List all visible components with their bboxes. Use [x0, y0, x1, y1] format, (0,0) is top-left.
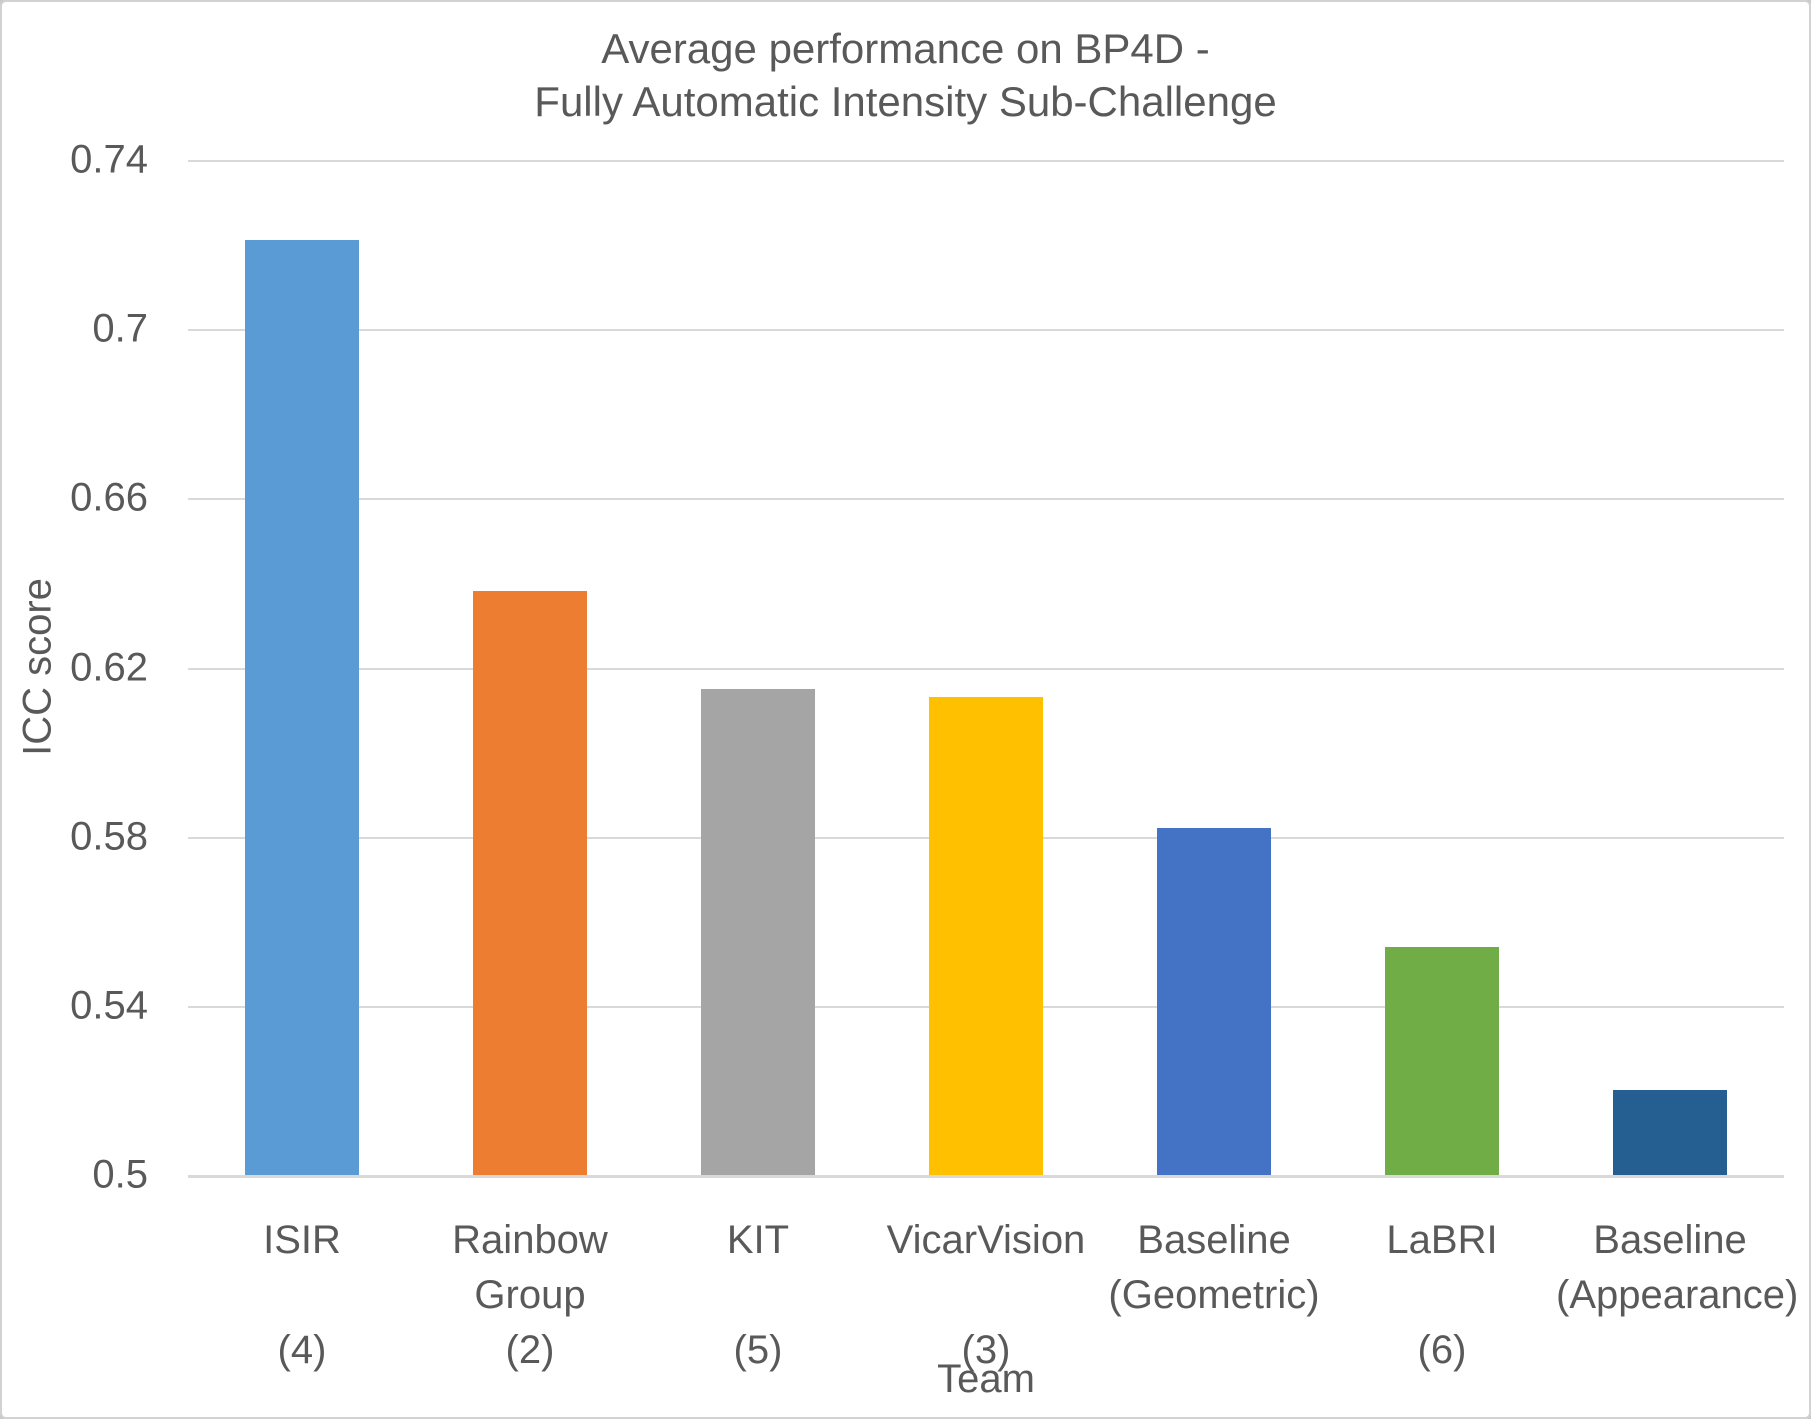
gridline-0.7	[188, 329, 1784, 332]
team-name-line: (Appearance)	[1556, 1273, 1799, 1317]
x-label-isir: ISIR (4)	[188, 1175, 416, 1378]
bar-kit	[701, 688, 815, 1175]
bar-labri	[1385, 946, 1499, 1175]
team-name-line: ISIR	[263, 1218, 341, 1262]
team-name-line: (Geometric)	[1108, 1273, 1320, 1317]
team-name: Baseline (Geometric)	[1100, 1213, 1328, 1323]
team-name: KIT	[644, 1213, 872, 1323]
team-name-line: Rainbow	[452, 1218, 608, 1262]
team-name-line: VicarVision	[886, 1218, 1086, 1262]
gridline-0.66	[188, 498, 1784, 501]
chart-title-line-1: Average performance on BP4D -	[601, 25, 1210, 72]
x-label-vicarvision: VicarVision (3)	[872, 1175, 1100, 1378]
chart-title: Average performance on BP4D - Fully Auto…	[2, 22, 1809, 128]
chart-title-line-2: Fully Automatic Intensity Sub-Challenge	[534, 78, 1277, 125]
y-tick-label-0.54: 0.54	[70, 983, 148, 1028]
team-name: VicarVision	[872, 1213, 1100, 1323]
team-rank: (5)	[733, 1328, 783, 1372]
team-name: Rainbow Group	[416, 1213, 644, 1323]
bar-isir	[245, 240, 359, 1175]
team-rank: (2)	[505, 1328, 555, 1372]
team-name-line: KIT	[726, 1218, 790, 1262]
plot-area	[188, 160, 1784, 1178]
x-label-labri: LaBRI (6)	[1328, 1175, 1556, 1378]
team-rank: (6)	[1417, 1328, 1467, 1372]
gridline-0.62	[188, 667, 1784, 670]
y-axis-title: ICC score	[15, 578, 60, 756]
x-label-baseline-(geometric): Baseline (Geometric)	[1100, 1175, 1328, 1378]
team-rank: (3)	[961, 1328, 1011, 1372]
team-name: ISIR	[188, 1213, 416, 1323]
y-tick-label-0.62: 0.62	[70, 645, 148, 689]
team-name: Baseline (Appearance)	[1556, 1213, 1799, 1323]
y-tick-label-0.7: 0.7	[92, 306, 148, 351]
x-label-rainbow-group: Rainbow Group (2)	[416, 1175, 644, 1378]
y-tick-label-0.74: 0.74	[70, 137, 148, 182]
x-label-kit: KIT (5)	[644, 1175, 872, 1378]
team-name-line: Baseline	[1137, 1218, 1291, 1262]
y-tick-label-0.5: 0.5	[92, 1152, 148, 1197]
team-name-line: LaBRI	[1386, 1218, 1498, 1262]
x-axis-title: Team	[937, 1357, 1035, 1401]
bar-rainbow-group	[473, 591, 587, 1175]
team-rank: (4)	[277, 1328, 327, 1372]
team-name-line: Baseline	[1593, 1218, 1747, 1262]
bar-baseline-(geometric)	[1157, 828, 1271, 1175]
team-name: LaBRI	[1328, 1213, 1556, 1323]
y-tick-label-0.66: 0.66	[70, 475, 148, 520]
bar-vicarvision	[929, 697, 1043, 1175]
gridline-0.74	[188, 160, 1784, 162]
bar-baseline-(appearance)	[1613, 1090, 1727, 1175]
y-tick-label-0.58: 0.58	[70, 814, 148, 859]
team-name-line: Group	[474, 1273, 586, 1317]
x-label-baseline-(appearance): Baseline (Appearance)	[1556, 1175, 1799, 1378]
